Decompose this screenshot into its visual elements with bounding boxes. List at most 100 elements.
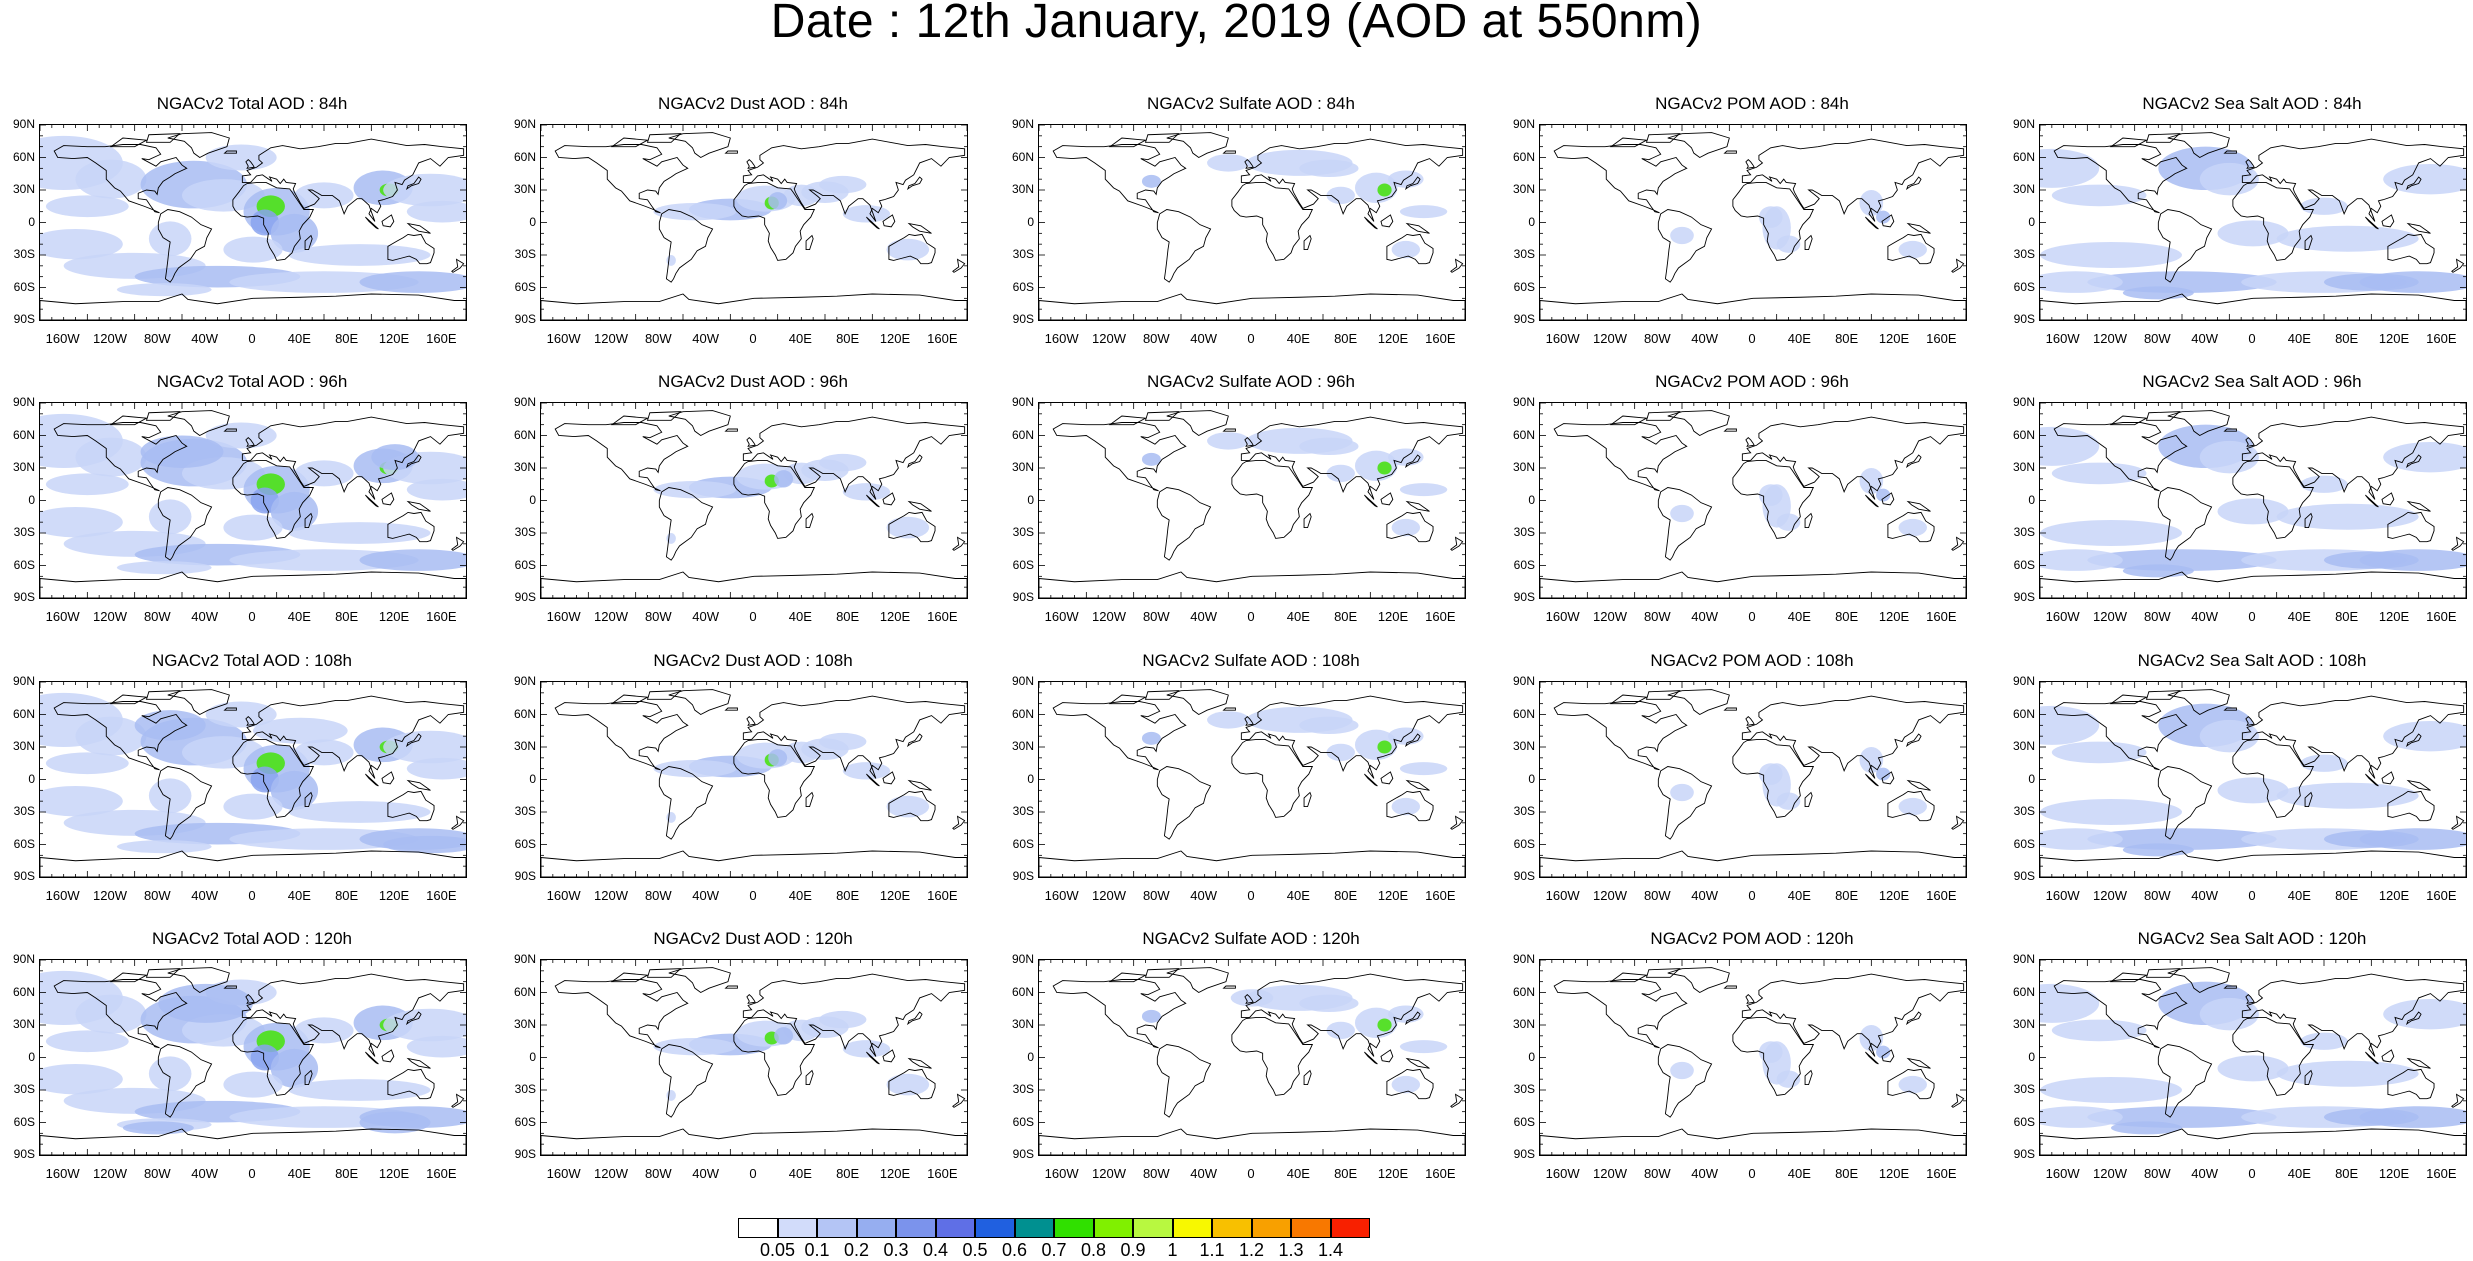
lat-tick-label: 60N (513, 984, 536, 999)
panel-title: NGACv2 Sea Salt AOD : 108h (2137, 651, 2367, 670)
lat-tick-label: 30N (1512, 460, 1535, 474)
aod-field (653, 732, 930, 823)
lon-tick-label: 80W (644, 609, 672, 624)
coastline (2109, 415, 2149, 426)
coastline (1741, 138, 1965, 222)
aod-patch (406, 757, 466, 780)
aod-patch (148, 221, 192, 257)
aod-patch (2324, 1108, 2419, 1126)
coastline (1540, 1128, 1966, 1155)
lat-tick-label: 90S (514, 1147, 536, 1161)
aod-patch (1391, 240, 1421, 259)
lat-tick-label: 90N (12, 395, 35, 409)
colorbar-label: 1.1 (1199, 1240, 1225, 1260)
lat-tick-label: 30S (1012, 525, 1034, 539)
aod-map (40, 960, 466, 1155)
lon-tick-label: 80W (644, 888, 672, 903)
coastlines (1540, 967, 1966, 1155)
lon-tick-label: 40W (2191, 1166, 2219, 1181)
coastline (157, 209, 213, 283)
coastline (365, 773, 379, 787)
coastline (733, 1016, 816, 1096)
coastline (1222, 428, 1236, 432)
lon-tick-label: 120E (879, 1166, 911, 1181)
coastline (1303, 512, 1312, 529)
coastline (1865, 494, 1879, 508)
coastline (406, 500, 431, 512)
lon-tick-label: 40W (1190, 331, 1218, 346)
tick-marks (1540, 682, 1966, 877)
map-panel (1539, 681, 1967, 878)
lon-tick-label: 160W (2045, 331, 2080, 346)
coastline (2451, 815, 2465, 830)
coastline (952, 258, 966, 273)
coastline (405, 733, 422, 748)
coastline (1240, 695, 1464, 779)
coastline (952, 815, 966, 830)
coastline (906, 454, 923, 469)
aod-patch (1230, 989, 1274, 1007)
lat-tick-label: 0 (1528, 1049, 1535, 1064)
coastline (40, 1128, 466, 1155)
aod-patch (205, 701, 277, 728)
lon-tick-label: 40W (2191, 331, 2219, 346)
lon-tick-label: 120E (2378, 609, 2410, 624)
coastline (1667, 132, 1730, 159)
lon-tick-label: 40E (2287, 1166, 2311, 1181)
map-panel (540, 959, 968, 1156)
aod-patch (1299, 437, 1359, 455)
coastline (1156, 487, 1212, 561)
coastline (2365, 773, 2379, 787)
lon-tick-label: 0 (2248, 331, 2256, 346)
lat-tick-label: 30S (13, 804, 35, 818)
coastline (2304, 512, 2313, 529)
lon-tick-label: 160W (2045, 1166, 2080, 1181)
aod-patch (2087, 828, 2277, 850)
coastline (1887, 790, 1935, 822)
map-panel (2039, 681, 2467, 878)
coastline (387, 233, 435, 265)
coastline (2040, 1128, 2466, 1155)
coastline (1667, 689, 1730, 716)
aod-patch (819, 453, 867, 472)
coastline (1404, 1011, 1421, 1026)
lat-tick-label: 0 (1528, 771, 1535, 786)
aod-patch (1326, 464, 1355, 483)
coastline (2053, 701, 2188, 771)
coastline (1386, 233, 1434, 265)
lat-tick-label: 90N (12, 117, 35, 131)
lat-tick-label: 0 (1027, 1049, 1034, 1064)
coastline (541, 1128, 967, 1155)
coastline (1166, 410, 1229, 437)
lat-tick-label: 90N (1512, 395, 1535, 409)
coastline (541, 850, 967, 877)
aod-map (40, 125, 466, 320)
lat-tick-label: 60S (514, 557, 536, 572)
coastline (1951, 536, 1965, 551)
aod-field (1141, 149, 1448, 259)
coastline (746, 159, 756, 169)
lat-tick-label: 30N (513, 739, 536, 753)
coastline (742, 138, 966, 222)
lon-tick-label: 80W (2143, 609, 2171, 624)
coastline (1667, 967, 1730, 994)
coastline (610, 415, 650, 426)
lat-tick-label: 60S (514, 1114, 536, 1129)
aod-map (1540, 960, 1966, 1155)
map-panel (1038, 124, 1466, 321)
aod-patch (2051, 741, 2147, 764)
coastline (167, 689, 230, 716)
aod-patch (359, 1111, 431, 1134)
lon-tick-label: 0 (1247, 609, 1255, 624)
aod-patch (666, 812, 676, 823)
aod-patch (1299, 994, 1359, 1012)
coastline (232, 738, 315, 818)
panel-title: NGACv2 Dust AOD : 96h (658, 372, 848, 391)
colorbar-swatch (1172, 1218, 1212, 1238)
coastline (2241, 416, 2465, 500)
lon-tick-label: 160W (546, 331, 581, 346)
aod-field (653, 1010, 930, 1101)
lon-tick-label: 160E (1926, 1166, 1957, 1181)
aod-patch (2051, 462, 2147, 485)
lon-tick-label: 0 (749, 331, 757, 346)
